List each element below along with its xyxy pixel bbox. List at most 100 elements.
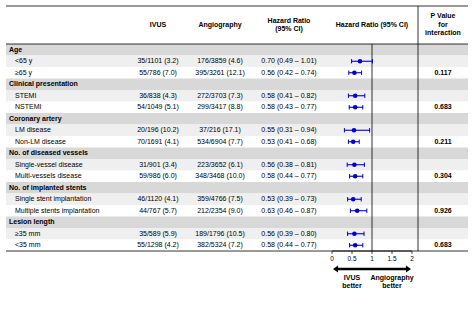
text-line: Non-LM disease	[15, 138, 66, 145]
arrow-shaft	[372, 268, 406, 271]
section-header: No. of diseased vessels	[9, 149, 88, 156]
text-line: 0.56 (0.39 – 0.80)	[261, 230, 316, 238]
row-label: <65 y	[15, 57, 33, 65]
text-line: ≥65 y	[15, 69, 33, 77]
reference-line	[372, 44, 373, 251]
hr-text-cell: 0.56 (0.42 – 0.74)	[261, 69, 316, 77]
ci-cap-high	[361, 197, 362, 201]
text-line: 36/838 (4.3)	[139, 92, 177, 100]
section-background	[6, 217, 468, 229]
angio-cell: 37/216 (17.1)	[199, 126, 241, 134]
hazard-ratio-point	[352, 128, 357, 133]
arrow-head	[333, 266, 338, 273]
text-line: 59/986 (6.0)	[139, 172, 177, 180]
column-header: Hazard Ratio (95% CI)	[336, 21, 408, 29]
text-line: 54/1049 (5.1)	[137, 103, 179, 111]
text-line: 0.53 (0.39 – 0.73)	[261, 195, 316, 203]
error-bar-group	[348, 197, 362, 202]
ivus-cell: 35/589 (5.9)	[139, 230, 177, 238]
hazard-ratio-point	[351, 197, 356, 202]
row-label: <35 mm	[15, 241, 41, 248]
text-line: 31/901 (3.4)	[139, 161, 177, 169]
text-line: 0.683	[434, 103, 452, 110]
ci-cap-high	[369, 128, 370, 132]
section-header: Coronary artery	[9, 115, 62, 123]
ci-cap-high	[362, 243, 363, 247]
row-background	[6, 228, 468, 240]
chart: IVUSAngiographyHazard Ratio(95% CI)Hazar…	[0, 0, 474, 321]
section-background	[6, 148, 468, 160]
text-line: 0.58 (0.44 – 0.77)	[261, 241, 316, 249]
ivus-cell: 54/1049 (5.1)	[137, 103, 179, 111]
hr-text-cell: 0.58 (0.41 – 0.82)	[261, 92, 316, 100]
text-line: 534/6904 (7.7)	[197, 138, 243, 146]
text-line: 0.56 (0.42 – 0.74)	[261, 69, 316, 77]
ci-cap-high	[366, 209, 367, 213]
angio-cell: 382/5324 (7.2)	[197, 241, 243, 249]
text-line: 382/5324 (7.2)	[197, 241, 243, 249]
error-bar-group	[344, 128, 369, 133]
table-lines	[6, 6, 468, 251]
text-line: for	[438, 21, 448, 28]
ci-cap-low	[348, 94, 349, 98]
hr-text-cell: 0.56 (0.38 – 0.81)	[261, 161, 316, 169]
text-line: 223/3652 (6.1)	[197, 161, 243, 169]
row-background	[6, 205, 468, 217]
text-line: 1	[370, 255, 374, 262]
hazard-ratio-point	[351, 139, 356, 144]
text-line: <65 y	[15, 57, 33, 65]
text-line: STEMI	[15, 92, 36, 99]
text-line: better	[342, 282, 362, 289]
text-line: IVUS	[150, 21, 167, 28]
text-line: NSTEMI	[15, 103, 42, 110]
p-interaction: 0.683	[434, 103, 452, 110]
row-label: Single stent implantation	[15, 195, 91, 203]
error-bar-group	[349, 105, 363, 110]
text-line: better	[382, 282, 402, 289]
section-background	[6, 44, 468, 56]
tick-mark	[372, 251, 373, 254]
tick-mark	[352, 251, 353, 254]
text-line: Clinical presentation	[9, 80, 78, 88]
error-bar-group	[348, 231, 364, 236]
background	[0, 0, 474, 321]
text-line: 189/1796 (10.5)	[195, 230, 244, 238]
column-header: P Valueforinteraction	[425, 12, 461, 36]
hazard-ratio-point	[353, 243, 358, 248]
angio-cell: 212/2354 (9.0)	[197, 207, 243, 215]
row-label: STEMI	[15, 92, 36, 99]
column-header: Angiography	[198, 21, 241, 29]
ci-cap-low	[348, 140, 349, 144]
arrow-head	[406, 266, 411, 273]
section-background	[6, 79, 468, 91]
hr-text-cell: 0.56 (0.39 – 0.80)	[261, 230, 316, 238]
section-header: Age	[9, 46, 22, 54]
text-line: 20/196 (10.2)	[137, 126, 179, 134]
text-line: Hazard Ratio	[268, 17, 311, 24]
text-line: 37/216 (17.1)	[199, 126, 241, 134]
text-line: 0.56 (0.38 – 0.81)	[261, 161, 316, 169]
ivus-cell: 31/901 (3.4)	[139, 161, 177, 169]
text-line: Hazard Ratio (95% CI)	[336, 21, 408, 29]
text-line: P Value	[431, 12, 456, 19]
column-header: Hazard Ratio(95% CI)	[268, 17, 311, 33]
text-line: Lesion length	[9, 218, 55, 226]
ci-cap-high	[361, 71, 362, 75]
text-line: 359/4766 (7.5)	[197, 195, 243, 203]
hr-text-cell: 0.70 (0.49 – 1.01)	[261, 57, 316, 65]
angio-cell: 223/3652 (6.1)	[197, 161, 243, 169]
section-header: Clinical presentation	[9, 80, 78, 88]
row-label: Multi-vessels disease	[15, 172, 82, 179]
text-line: <35 mm	[15, 241, 41, 248]
text-line: 176/3859 (4.6)	[197, 57, 243, 65]
tick-label: 1	[370, 255, 374, 262]
row-background	[6, 194, 468, 206]
text-line: 0.58 (0.44 – 0.77)	[261, 172, 316, 180]
row-background	[6, 56, 468, 68]
header-top-rule	[6, 6, 468, 7]
row-label: Non-LM disease	[15, 138, 66, 145]
text-line: 0.58 (0.41 – 0.82)	[261, 92, 316, 100]
text-line: IVUS	[344, 274, 361, 281]
angio-cell: 299/3417 (8.8)	[197, 103, 243, 111]
hr-text-cell: 0.53 (0.39 – 0.73)	[261, 195, 316, 203]
